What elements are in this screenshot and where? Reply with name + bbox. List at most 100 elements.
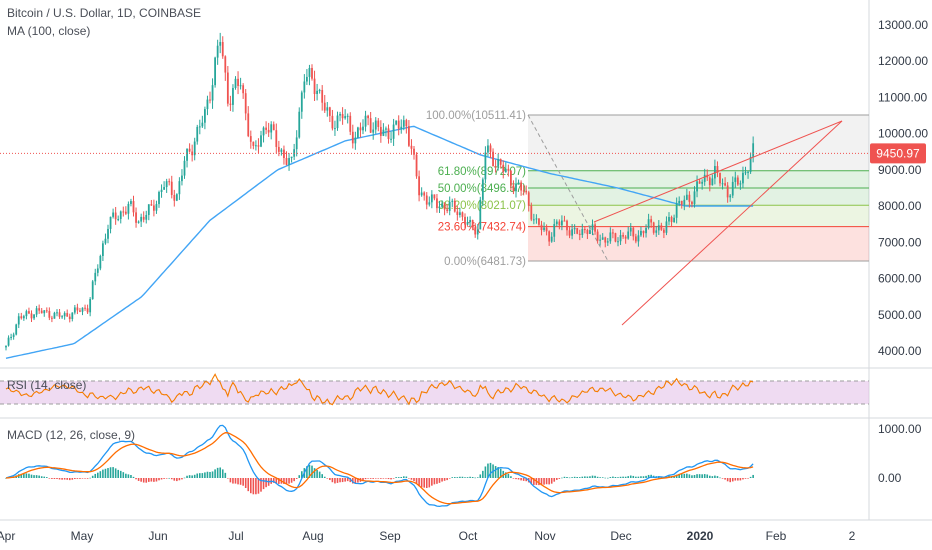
macd-histogram-bar: [168, 477, 170, 479]
candle-body: [10, 336, 12, 338]
macd-histogram-bar: [637, 476, 640, 478]
candle-body: [249, 136, 252, 142]
fib-level-label: 23.60%(7432.74): [438, 222, 526, 234]
macd-histogram-bar: [489, 462, 492, 478]
macd-histogram-bar: [556, 478, 558, 480]
candle-body: [540, 224, 543, 231]
macd-histogram-bar: [601, 477, 604, 478]
candle-body: [474, 227, 477, 235]
macd-histogram-bar: [30, 474, 33, 478]
macd-histogram-bar: [550, 478, 553, 484]
candle-body: [25, 311, 28, 317]
macd-histogram-bar: [346, 478, 349, 482]
candle-body: [726, 185, 729, 198]
candle-body: [142, 216, 145, 220]
macd-histogram-bar: [716, 476, 719, 478]
macd-histogram-bar: [58, 478, 61, 480]
macd-histogram-bar: [517, 478, 520, 480]
price-axis[interactable]: 13000.00 12000.00 11000.00 10000.00 9000.00 8…: [878, 18, 928, 358]
macd-histogram-bar: [505, 472, 507, 478]
candle-body: [734, 177, 737, 182]
macd-histogram-bar: [178, 478, 181, 481]
candle-body: [675, 203, 678, 218]
macd-histogram-bar: [40, 476, 43, 478]
macd-histogram-bar: [711, 476, 714, 478]
candle-body: [680, 200, 683, 205]
candle-body: [351, 131, 354, 144]
candle-body: [339, 114, 341, 116]
candle-body: [502, 164, 505, 173]
candle-body: [204, 109, 206, 123]
candle-body: [609, 232, 612, 242]
macd-histogram-bar: [227, 478, 229, 479]
wedge-lower-trendline[interactable]: [621, 120, 843, 326]
trendlines[interactable]: [0, 120, 869, 326]
candle-body: [313, 78, 316, 95]
time-axis-label: Apr: [0, 529, 15, 543]
macd-histogram-bar: [153, 478, 155, 482]
candle-body: [586, 230, 589, 234]
candle-body: [285, 158, 288, 165]
chart-title: Bitcoin / U.S. Dollar, 1D, COINBASE: [7, 6, 202, 20]
macd-histogram-bar: [451, 477, 454, 478]
macd-histogram-bar: [301, 471, 303, 478]
candle-body: [729, 195, 732, 198]
macd-histogram-bar: [357, 478, 359, 483]
macd-histogram-bar: [408, 478, 410, 479]
macd-histogram-bar: [395, 477, 397, 478]
macd-histogram-bar: [420, 478, 423, 488]
macd-histogram-bar: [125, 473, 127, 478]
macd-histogram-bar: [522, 478, 525, 481]
candle-body: [255, 145, 257, 147]
macd-histogram-bar: [591, 475, 594, 478]
macd-histogram-bar: [372, 478, 374, 479]
macd-histogram-bar: [510, 476, 512, 478]
macd-histogram-bar: [114, 468, 117, 478]
candle-body: [731, 181, 734, 196]
wedge-upper-trendline[interactable]: [593, 120, 843, 223]
macd-histogram-bar: [109, 467, 112, 478]
macd-histogram-bar: [46, 477, 48, 478]
macd-histogram-bar: [448, 478, 451, 479]
candle-body: [311, 67, 313, 79]
macd-histogram-bar: [752, 474, 754, 478]
macd-histogram-bar: [99, 471, 102, 478]
macd-histogram-bar: [507, 473, 510, 478]
candle-body: [331, 115, 334, 129]
candle-body: [91, 281, 94, 299]
candle-body: [430, 194, 433, 203]
macd-histogram-bar: [74, 478, 76, 480]
macd-histogram-bar: [331, 478, 334, 483]
candle-body: [650, 219, 653, 223]
candle-body: [589, 230, 591, 234]
candle-body: [504, 168, 507, 173]
candle-body: [280, 149, 283, 152]
candle-body: [688, 194, 691, 202]
candle-body: [515, 183, 517, 192]
candle-body: [660, 225, 663, 230]
macd-histogram-bar: [400, 476, 403, 478]
macd-histogram-bar: [443, 478, 446, 481]
macd-histogram-bar: [244, 478, 247, 488]
candle-body: [362, 126, 364, 131]
rsi-band: [0, 381, 869, 404]
last-price-label: 9450.97: [876, 146, 920, 160]
macd-histogram-bar: [56, 478, 58, 480]
candle-body: [22, 316, 25, 319]
candle-body: [476, 229, 479, 235]
candle-body: [226, 72, 229, 104]
candle-body: [545, 227, 548, 232]
time-axis[interactable]: Apr May Jun Jul Aug Sep Oct Nov Dec 2020 Feb 2: [0, 529, 856, 543]
macd-histogram-bar: [703, 474, 706, 478]
macd-histogram-bar: [224, 472, 227, 478]
price-axis-tick: 6000.00: [878, 272, 922, 286]
macd-histogram-bar: [206, 471, 209, 478]
candle-body: [377, 120, 380, 127]
fibonacci-retracement[interactable]: 100.00%(10511.41)61.80%(8972.07)50.00%(8…: [426, 110, 869, 268]
macd-histogram-bar: [160, 478, 163, 480]
candle-body: [265, 127, 267, 130]
candle-body: [84, 307, 86, 309]
macd-histogram-bar: [229, 478, 232, 483]
macd-histogram-bar: [581, 476, 584, 478]
